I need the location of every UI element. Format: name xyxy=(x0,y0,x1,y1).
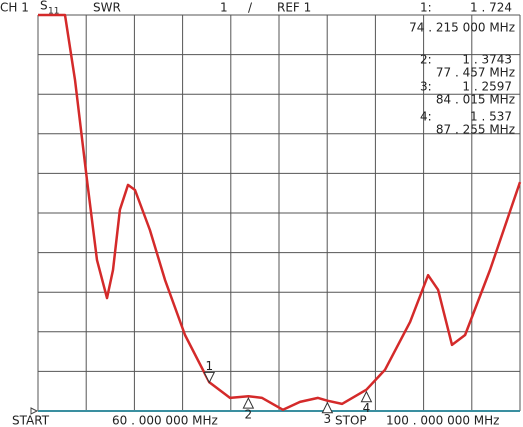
marker xyxy=(242,397,255,409)
channel: CH 1 xyxy=(0,1,29,15)
readout-index: 3: xyxy=(420,80,432,94)
param-sub: 11 xyxy=(48,7,59,17)
readout-index: 2: xyxy=(420,53,432,67)
readout-freq: 84 . 015 MHz xyxy=(436,93,515,107)
param: S xyxy=(40,0,48,13)
readout-value: 1 . 2597 xyxy=(462,80,512,94)
stop-label: STOP xyxy=(335,414,367,427)
readout-index: 1: xyxy=(420,1,432,15)
reference: REF 1 xyxy=(277,1,311,15)
scale: 1 xyxy=(220,1,228,15)
separator: / xyxy=(248,1,253,15)
stop-freq: 100 . 000 000 MHz xyxy=(386,414,499,427)
marker xyxy=(203,371,216,384)
readout-freq: 74 . 215 000 MHz xyxy=(409,21,515,35)
start-freq: 60 . 000 000 MHz xyxy=(112,414,218,427)
start-label: START xyxy=(12,414,50,427)
marker-label: 4 xyxy=(363,401,371,415)
marker-label: 1 xyxy=(205,359,213,373)
readout-index: 4: xyxy=(420,110,432,124)
marker xyxy=(321,401,334,414)
marker xyxy=(360,390,373,403)
format: SWR xyxy=(93,1,121,15)
trace xyxy=(38,13,522,412)
readout-freq: 87 . 255 MHz xyxy=(436,123,515,137)
marker-label: 3 xyxy=(324,412,332,426)
ref-arrow xyxy=(30,407,39,415)
readout-value: 1 . 537 xyxy=(470,110,512,124)
readout-value: 1 . 724 xyxy=(470,1,512,15)
marker-label: 2 xyxy=(245,408,253,422)
readout-freq: 77 . 457 MHz xyxy=(436,66,515,80)
readout-value: 1 . 3743 xyxy=(462,53,512,67)
